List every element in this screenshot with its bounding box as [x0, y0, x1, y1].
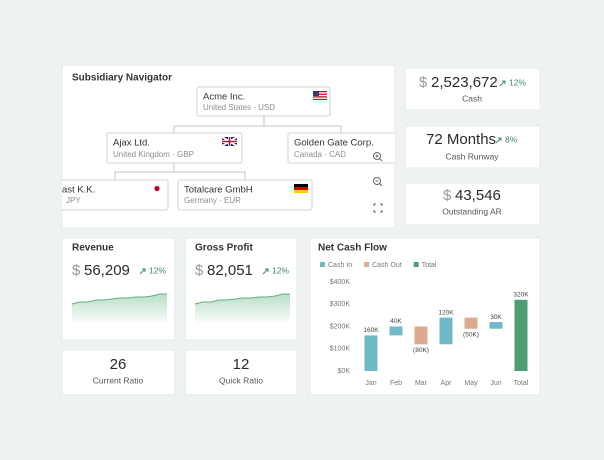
flag-us [313, 91, 327, 100]
y-tick-label: $0K [338, 368, 351, 375]
bar [464, 317, 478, 329]
node-name: ast K.K. [62, 185, 95, 196]
x-tick-label: Jun [490, 380, 501, 387]
kpi-card [404, 125, 541, 169]
legend-label: Cash In [328, 262, 352, 269]
x-tick-label: May [464, 380, 478, 387]
kpi-value: 72 Months [426, 131, 496, 148]
value-label: (80K) [413, 347, 429, 354]
zoom-out[interactable] [373, 177, 383, 187]
metric-prefix: $ [195, 262, 204, 279]
value-label: (50K) [463, 331, 479, 338]
org-tree: Acme Inc. United States · USD Ajax Ltd. … [45, 86, 418, 211]
node-detail: Germany · EUR [184, 196, 241, 205]
bar [364, 335, 378, 371]
node-name: Totalcare GmbH [184, 185, 253, 196]
trend-arrow [262, 268, 269, 275]
metric-title: Revenue [72, 243, 114, 254]
legend-swatch [320, 262, 325, 267]
metric-change: 12% [272, 265, 289, 275]
kpi-prefix: $ [443, 187, 452, 204]
legend-label: Cash Out [372, 262, 402, 269]
kpi-change: 8% [505, 134, 518, 144]
node-box[interactable] [196, 86, 331, 117]
node-box[interactable] [45, 179, 169, 211]
bar [389, 326, 403, 336]
ratio-card [184, 349, 298, 396]
value-label: 120K [438, 309, 454, 316]
kpi-change: 12% [509, 77, 526, 87]
flag-uk [221, 136, 238, 147]
node-box[interactable] [177, 179, 313, 211]
kpi-label: Cash Runway [446, 151, 500, 161]
value-label: 30K [490, 314, 502, 321]
legend-label: Total [422, 262, 437, 269]
sparkline-area [72, 294, 167, 322]
trend-arrow [499, 80, 506, 87]
chart-title: Net Cash Flow [318, 243, 387, 254]
ratio-value: 12 [233, 356, 250, 373]
kpi-prefix: $ [419, 74, 428, 91]
navigator-title: Subsidiary Navigator [72, 73, 172, 84]
node-detail: United States · USD [203, 103, 275, 112]
ratio-label: Current Ratio [93, 375, 144, 385]
value-label: 160K [363, 327, 379, 334]
kpi-value: 2,523,672 [431, 74, 498, 91]
x-tick-label: Total [514, 380, 529, 387]
node-name: Golden Gate Corp. [294, 138, 374, 149]
fit-screen[interactable] [373, 203, 383, 213]
metric-title: Gross Profit [195, 243, 253, 254]
node-name: Acme Inc. [203, 92, 245, 103]
node-detail: Canada · CAD [294, 150, 346, 159]
chart-card [309, 237, 541, 396]
node-detail: United Kingdom · GBP [113, 150, 194, 159]
legend-swatch [364, 262, 370, 267]
tree-lines [114, 116, 342, 180]
x-tick-label: Mar [415, 380, 428, 387]
kpi-label: Cash [462, 93, 482, 103]
y-tick-label: $100K [330, 346, 351, 353]
node-box[interactable] [287, 132, 418, 164]
flag-jp [150, 184, 164, 193]
ratio-label: Quick Ratio [219, 375, 263, 385]
sparkline-area [195, 294, 290, 322]
bar [414, 326, 428, 345]
x-tick-label: Jan [365, 380, 376, 387]
kpi-label: Outstanding AR [442, 206, 502, 216]
value-label: 320K [513, 292, 529, 299]
zoom-in[interactable] [373, 152, 383, 162]
kpi-card [404, 67, 541, 111]
metric-prefix: $ [72, 262, 81, 279]
value-label: 40K [390, 318, 402, 325]
legend-swatch [413, 262, 419, 267]
y-tick-label: $300K [330, 301, 351, 308]
metric-change: 12% [149, 265, 166, 275]
node-name: Ajax Ltd. [113, 138, 150, 149]
metric-card [61, 237, 176, 341]
waterfall-chart: Cash In Cash Out Total $0K $100K $200K $300K $4… [320, 262, 529, 387]
ratio-value: 26 [110, 356, 127, 373]
bar [514, 299, 528, 371]
metric-card [184, 237, 298, 341]
trend-arrow [139, 268, 146, 275]
ratio-card [61, 349, 176, 396]
y-tick-label: $400K [330, 279, 351, 286]
trend-arrow [495, 137, 502, 144]
flag-de [294, 184, 308, 193]
kpi-card [404, 182, 541, 226]
x-tick-label: Apr [441, 380, 453, 387]
sparkline [194, 293, 290, 305]
x-tick-label: Feb [390, 380, 402, 387]
node-detail: JPY [66, 196, 81, 205]
bar [439, 317, 453, 345]
sparkline [71, 293, 167, 305]
y-tick-label: $200K [330, 323, 351, 330]
kpi-value: 43,546 [455, 187, 501, 204]
metric-value: 56,209 [84, 262, 130, 279]
bar [489, 322, 503, 329]
node-box[interactable] [106, 132, 243, 164]
metric-value: 82,051 [207, 262, 253, 279]
